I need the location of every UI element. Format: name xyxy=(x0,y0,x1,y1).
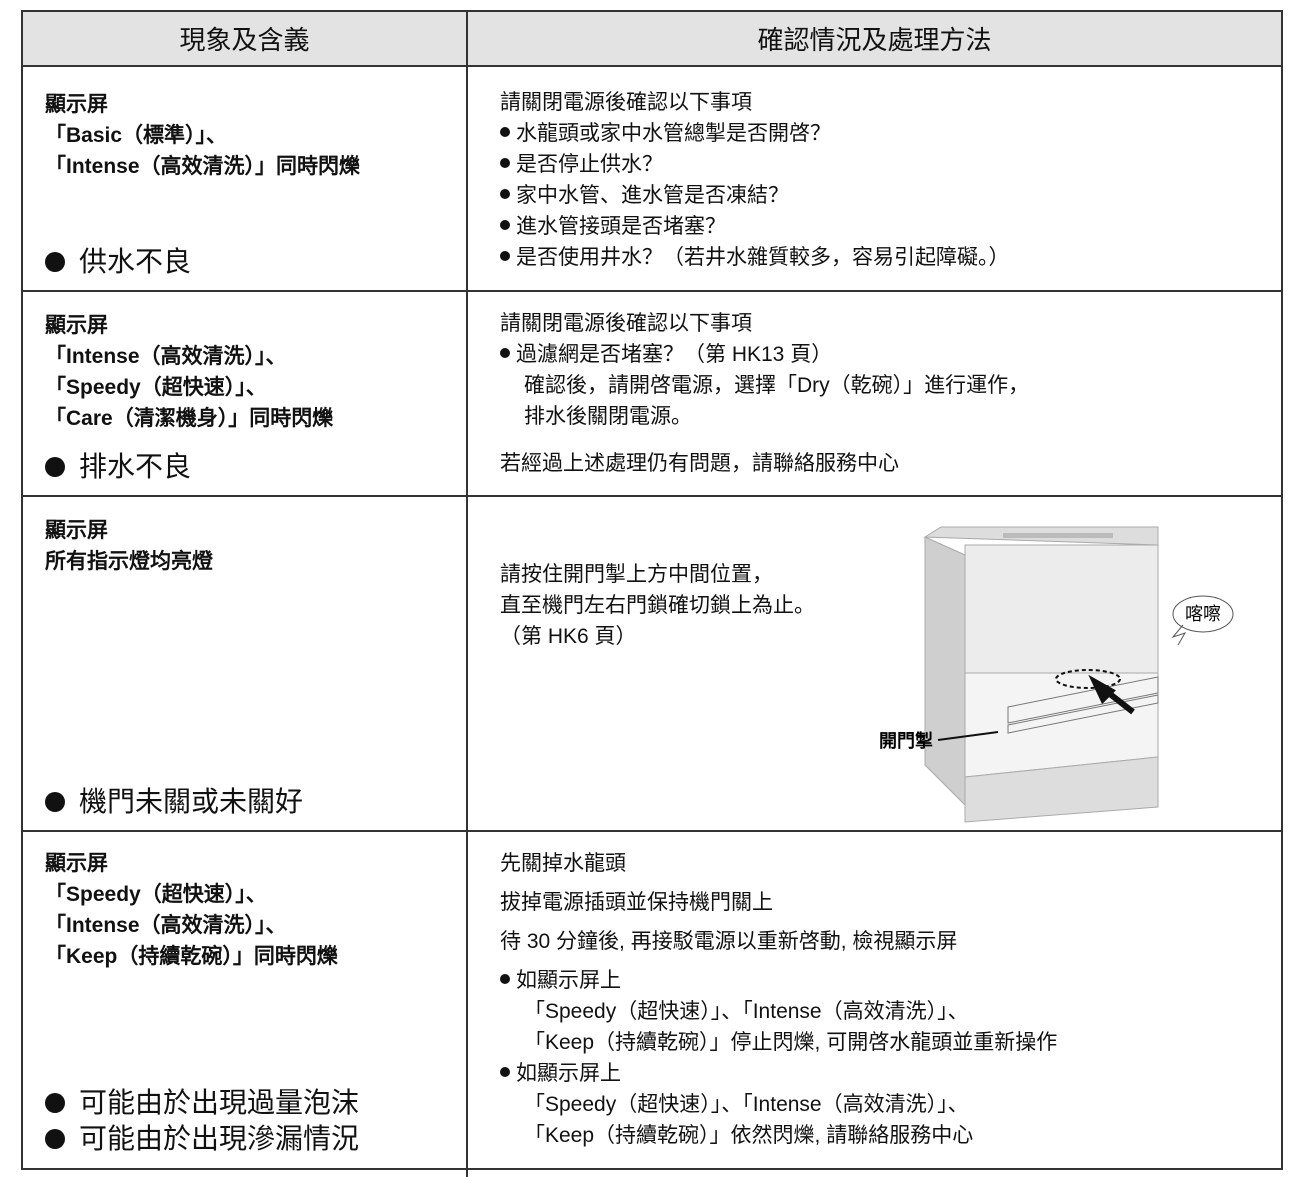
action-text: 如顯示屏上 xyxy=(516,969,621,992)
row: 顯示屏 所有指示燈均亮燈 機門未關或未關好 請按住開門掣上方中間位置， 直至機門… xyxy=(23,497,1281,832)
sound-tail xyxy=(1171,624,1187,646)
display-label: 「Speedy（超快速）」、 xyxy=(45,376,267,399)
action-text: 過濾網是否堵塞？（第 HK13 頁） xyxy=(516,343,833,366)
cell: 先關掉水龍頭 拔掉電源插頭並保持機門關上 待 30 分鐘後, 再接駁電源以重新啓… xyxy=(468,832,1281,1177)
dishwasher-illustration: 喀嚓 開門掣 xyxy=(879,526,1234,823)
action-text: 是否停止供水？ xyxy=(516,153,663,176)
action: 「Speedy（超快速）」、「Intense（高效清洗）」、 xyxy=(524,1000,969,1023)
display-label: 「Care（清潔機身）」同時閃爍 xyxy=(45,407,334,430)
display-label: 所有指示燈均亮燈 xyxy=(45,550,213,573)
handle-label: 開門掣 xyxy=(879,731,933,751)
header-cell: 現象及含義 xyxy=(23,12,468,65)
action-text: 是否使用井水？（若井水雜質較多，容易引起障礙。） xyxy=(516,246,1010,269)
side xyxy=(924,536,966,807)
display-label: 「Intense（高效清洗）」、 xyxy=(45,345,287,368)
symptom: 排水不良 xyxy=(45,449,466,485)
row: 顯示屏 「Speedy（超快速）」、 「Intense（高效清洗）」、 「Kee… xyxy=(23,832,1281,1177)
display-label: 顯示屏 xyxy=(45,314,108,337)
cell: 顯示屏 「Basic（標準）」、 「Intense（高效清洗）」同時閃爍 供水不… xyxy=(23,67,468,290)
display-label: 「Intense（高效清洗）」、 xyxy=(45,914,287,937)
action: 請關閉電源後確認以下事項 xyxy=(500,312,752,335)
row: 顯示屏 「Intense（高效清洗）」、 「Speedy（超快速）」、 「Car… xyxy=(23,292,1281,497)
row: 顯示屏 「Basic（標準）」、 「Intense（高效清洗）」同時閃爍 供水不… xyxy=(23,67,1281,292)
table: 現象及含義 確認情況及處理方法 顯示屏 「Basic（標準）」、 「Intens… xyxy=(21,10,1283,1177)
cell: 顯示屏 「Intense（高效清洗）」、 「Speedy（超快速）」、 「Car… xyxy=(23,292,468,495)
arrow xyxy=(1088,674,1135,715)
action: 待 30 分鐘後, 再接駁電源以重新啓動, 檢視顯示屏 xyxy=(500,930,958,953)
action: 直至機門左右門鎖確切鎖上為止。 xyxy=(500,594,815,617)
leader xyxy=(937,731,999,741)
press-area xyxy=(1055,669,1121,689)
display-label: 顯示屏 xyxy=(45,852,108,875)
symptom: 供水不良 xyxy=(45,244,466,280)
action: 拔掉電源插頭並保持機門關上 xyxy=(500,891,773,914)
sound-bubble xyxy=(1172,595,1234,633)
base xyxy=(964,756,1159,823)
symptom: 可能由於出現滲漏情況 xyxy=(45,1121,466,1157)
action: 是否使用井水？（若井水雜質較多，容易引起障礙。） xyxy=(500,242,1281,273)
cell: 請關閉電源後確認以下事項 水龍頭或家中水管總掣是否開啓？ 是否停止供水？ 家中水… xyxy=(468,67,1281,290)
action-text: 家中水管、進水管是否凍結？ xyxy=(516,184,789,207)
display-label: 「Speedy（超快速）」、 xyxy=(45,883,267,906)
sound-text: 喀嚓 xyxy=(1185,604,1221,624)
upper-front xyxy=(964,544,1159,674)
symptom-text: 排水不良 xyxy=(79,451,192,482)
display-label: 顯示屏 xyxy=(45,519,108,542)
action: 家中水管、進水管是否凍結？ xyxy=(500,180,1281,211)
action: 請按住開門掣上方中間位置， xyxy=(500,563,773,586)
header-cell: 確認情況及處理方法 xyxy=(757,25,992,55)
symptom-text: 可能由於出現過量泡沫 xyxy=(79,1087,360,1118)
action: 若經過上述處理仍有問題，請聯絡服務中心 xyxy=(500,452,899,475)
symptom-text: 可能由於出現滲漏情況 xyxy=(79,1123,360,1154)
action: （第 HK6 頁） xyxy=(500,625,637,648)
action: 「Keep（持續乾碗）」依然閃爍, 請聯絡服務中心 xyxy=(524,1124,974,1147)
action: 如顯示屏上 xyxy=(500,1058,1281,1089)
cell: 顯示屏 所有指示燈均亮燈 機門未關或未關好 xyxy=(23,497,468,830)
symptom-text: 供水不良 xyxy=(79,246,192,277)
cell: 請按住開門掣上方中間位置， 直至機門左右門鎖確切鎖上為止。 （第 HK6 頁） … xyxy=(468,497,1281,830)
action: 請關閉電源後確認以下事項 xyxy=(500,91,752,114)
display-label: 「Intense（高效清洗）」同時閃爍 xyxy=(45,155,361,178)
display-label: 顯示屏 xyxy=(45,93,108,116)
action: 是否停止供水？ xyxy=(500,149,1281,180)
action: 如顯示屏上 xyxy=(500,965,1281,996)
action-text: 進水管接頭是否堵塞？ xyxy=(516,215,726,238)
action-text: 如顯示屏上 xyxy=(516,1062,621,1085)
symptom: 機門未關或未關好 xyxy=(45,784,466,820)
action: 「Speedy（超快速）」、「Intense（高效清洗）」、 xyxy=(524,1093,969,1116)
handle-lower xyxy=(1007,694,1159,734)
symptom-text: 機門未關或未關好 xyxy=(79,786,304,817)
cell: 顯示屏 「Speedy（超快速）」、 「Intense（高效清洗）」、 「Kee… xyxy=(23,832,468,1177)
display-label: 「Keep（持續乾碗）」同時閃爍 xyxy=(45,945,338,968)
slot xyxy=(1003,533,1113,538)
action: 確認後，請開啓電源，選擇「Dry（乾碗）」進行運作， xyxy=(524,374,1030,397)
action: 「Keep（持續乾碗）」停止閃爍, 可開啓水龍頭並重新操作 xyxy=(524,1031,1058,1054)
action: 排水後關閉電源。 xyxy=(524,405,692,428)
action: 進水管接頭是否堵塞？ xyxy=(500,211,1281,242)
action: 先關掉水龍頭 xyxy=(500,852,626,875)
symptom: 可能由於出現過量泡沫 xyxy=(45,1085,466,1121)
cell: 請關閉電源後確認以下事項 過濾網是否堵塞？（第 HK13 頁） 確認後，請開啓電… xyxy=(468,292,1281,495)
header-row: 現象及含義 確認情況及處理方法 xyxy=(23,12,1281,67)
display-label: 「Basic（標準）」、 xyxy=(45,124,228,147)
action: 過濾網是否堵塞？（第 HK13 頁） xyxy=(500,339,1281,370)
action-text: 水龍頭或家中水管總掣是否開啓？ xyxy=(516,122,831,145)
action: 水龍頭或家中水管總掣是否開啓？ xyxy=(500,118,1281,149)
